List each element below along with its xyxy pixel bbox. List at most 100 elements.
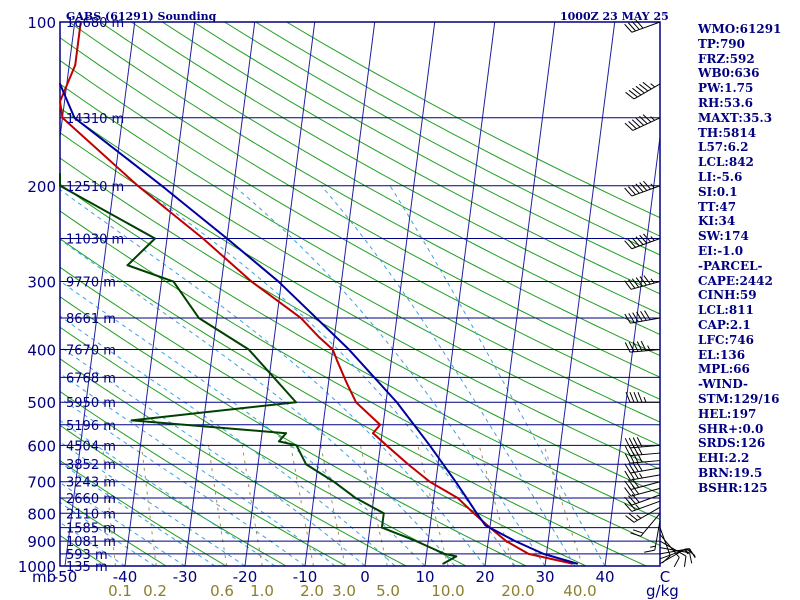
barb-flag xyxy=(631,478,640,488)
barb-flag xyxy=(628,462,635,473)
barb-flag xyxy=(624,313,631,324)
isotherm-line xyxy=(184,22,256,566)
y-tick-label: 400 xyxy=(27,342,56,360)
temperature-point xyxy=(59,100,61,103)
index-line: SHR+:0.0 xyxy=(698,421,764,436)
barb-flag xyxy=(639,83,649,92)
mixing-ratio-line xyxy=(478,445,514,566)
wind-barb-icon xyxy=(624,233,661,250)
index-line: SI:0.1 xyxy=(698,184,738,199)
height-label: 5950 m xyxy=(66,396,116,411)
barb-half-flag xyxy=(643,397,647,403)
temperature-point xyxy=(331,348,334,351)
barb-flag xyxy=(624,470,631,481)
pressure-unit-label: mb xyxy=(32,568,56,586)
barb-flag xyxy=(635,236,644,245)
dewpoint-point xyxy=(354,497,357,500)
isotherm-line xyxy=(64,22,136,566)
index-line: EL:136 xyxy=(698,347,746,362)
x-tick-label: 40 xyxy=(595,568,614,586)
height-label: 8661 m xyxy=(66,312,116,327)
temperature-profile-line xyxy=(59,21,573,565)
barb-flag xyxy=(673,557,680,568)
barb-flag xyxy=(624,280,632,290)
x-tick-label: -50 xyxy=(53,568,78,586)
chart-grid xyxy=(59,21,661,567)
index-line: LCL:811 xyxy=(698,303,754,318)
temperature-point xyxy=(79,21,82,23)
barb-flag xyxy=(636,437,643,448)
wind-barb-icon xyxy=(624,494,661,506)
barb-staff xyxy=(630,474,661,481)
parcel-point xyxy=(160,184,163,187)
index-line: PW:1.75 xyxy=(698,81,754,96)
index-line: EI:-1.0 xyxy=(698,243,744,258)
temperature-point xyxy=(345,381,348,384)
mixing-ratio-label: 3.0 xyxy=(332,582,356,600)
height-label: 1081 m xyxy=(66,535,116,550)
barb-flag xyxy=(635,183,644,193)
y-tick-label: 700 xyxy=(27,474,56,492)
parcel-point xyxy=(454,480,457,483)
parcel-point xyxy=(465,497,468,500)
mixing-ratio-label: 0.2 xyxy=(143,582,167,600)
barb-staff xyxy=(631,500,661,512)
mixing-ratio-line xyxy=(290,445,314,566)
isotherm-line xyxy=(304,22,376,566)
barb-staff xyxy=(630,481,661,490)
temperature-point xyxy=(336,360,339,363)
barb-flag xyxy=(643,180,651,190)
mixing-ratio-line xyxy=(241,445,263,566)
series-layer xyxy=(59,21,579,565)
barb-flag xyxy=(628,437,635,448)
temperature-point xyxy=(372,432,375,435)
isotherm-line xyxy=(544,22,616,566)
moist-adiabat-line xyxy=(321,185,576,566)
mixing-ratio-label: 40.0 xyxy=(563,582,596,600)
index-line: SRDS:126 xyxy=(698,436,766,451)
index-line: FRZ:592 xyxy=(698,51,755,66)
dewpoint-point xyxy=(126,264,129,267)
barb-flag xyxy=(635,117,645,126)
barb-flag xyxy=(631,278,640,288)
barb-flag xyxy=(636,311,643,322)
barb-staff xyxy=(631,21,661,33)
index-line: STM:129/16 xyxy=(698,391,780,406)
parcel-point xyxy=(576,562,579,565)
x-tick-label: 30 xyxy=(535,568,554,586)
index-line: MPL:66 xyxy=(698,362,750,377)
parcel-point xyxy=(428,444,431,447)
barb-staff xyxy=(659,527,671,556)
mixing-ratio-label: 0.6 xyxy=(210,582,234,600)
barb-staff xyxy=(631,238,661,250)
dewpoint-point xyxy=(247,348,250,351)
dewpoint-point xyxy=(442,562,445,565)
barb-flag xyxy=(632,312,639,323)
height-label: 2660 m xyxy=(66,492,116,507)
index-line: L57:6.2 xyxy=(698,140,749,155)
dewpoint-point xyxy=(382,512,385,515)
barb-flag xyxy=(628,279,636,289)
chart-valid-time: 1000Z 23 MAY 25 xyxy=(560,10,669,23)
barb-staff xyxy=(654,520,661,551)
moist-adiabat-line xyxy=(60,419,276,566)
barb-flag xyxy=(643,275,651,285)
index-line: BSHR:125 xyxy=(698,480,768,495)
temperature-point xyxy=(318,336,321,339)
barb-flag xyxy=(628,341,635,353)
barb-flag xyxy=(644,310,651,320)
barb-flag xyxy=(624,503,633,512)
y-tick-label: 100 xyxy=(27,14,56,32)
index-line: EHI:2.2 xyxy=(698,451,750,466)
wind-barb-icon xyxy=(659,534,680,568)
barb-flag xyxy=(624,122,634,131)
barb-flag xyxy=(624,240,633,250)
barb-flag xyxy=(625,515,635,523)
temperature-point xyxy=(407,463,410,466)
barb-flag xyxy=(628,22,636,32)
chart-title: GABS (61291) Sounding xyxy=(66,10,217,23)
index-line: LCL:842 xyxy=(698,155,754,170)
height-label: 593 m xyxy=(66,548,108,563)
x-tick-label: -20 xyxy=(233,568,258,586)
mixing-ratio-label: 10.0 xyxy=(431,582,464,600)
